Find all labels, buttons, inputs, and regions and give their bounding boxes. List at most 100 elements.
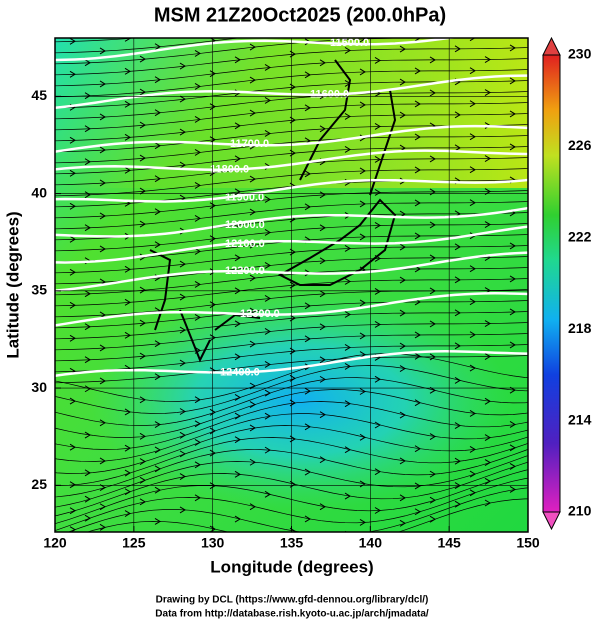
stream-arrow [124, 510, 131, 517]
colorbar-extend-bottom [542, 511, 561, 531]
stream-arrow [264, 295, 271, 302]
stream-arrow [234, 515, 241, 523]
stream-arrow [304, 71, 311, 79]
stream-arrow [154, 421, 161, 428]
x-tick-label: 150 [516, 535, 540, 551]
streamline [55, 300, 528, 329]
stream-arrow [429, 353, 436, 361]
stream-arrow [99, 457, 106, 465]
contour-line [55, 350, 528, 377]
stream-arrow [265, 539, 270, 545]
contour-line [55, 38, 458, 62]
stream-arrow [139, 121, 146, 129]
stream-arrow [374, 468, 381, 476]
streamline [55, 401, 528, 450]
stream-arrow [359, 233, 366, 241]
stream-arrow [429, 221, 436, 229]
stream-arrow [124, 488, 131, 496]
stream-arrow [509, 421, 516, 428]
x-tick-label: 120 [43, 535, 67, 551]
stream-arrow [454, 111, 461, 119]
stream-arrow [124, 133, 131, 141]
stream-arrow [124, 469, 131, 477]
stream-arrow [179, 473, 186, 480]
stream-arrow [455, 13, 460, 19]
stream-arrow [154, 175, 161, 183]
stream-arrow [374, 321, 381, 328]
stream-arrow [234, 394, 241, 401]
stream-arrow [84, 92, 91, 100]
stream-arrow [209, 301, 216, 309]
contour-label: 11700.0 [230, 138, 269, 150]
stream-arrow [124, 166, 131, 174]
stream-arrow [454, 45, 461, 53]
stream-arrow [454, 422, 461, 430]
footer-line: Drawing by DCL (https://www.gfd-dennou.o… [156, 595, 429, 606]
streamline [55, 449, 528, 498]
stream-arrow [264, 97, 271, 104]
stream-arrow [319, 411, 326, 419]
streamline [55, 102, 528, 131]
stream-arrow [264, 229, 271, 236]
contour-line [55, 124, 528, 153]
streamline [55, 190, 528, 219]
stream-arrow [179, 95, 186, 103]
stream-arrow [509, 110, 516, 118]
streamline [55, 201, 528, 230]
stream-arrow [124, 100, 131, 108]
stream-arrow [69, 268, 76, 276]
stream-arrow [139, 88, 146, 96]
stream-arrow [209, 482, 216, 490]
stream-arrow [399, 411, 406, 419]
stream-arrow [374, 222, 381, 229]
stream-arrow [414, 352, 421, 360]
stream-arrow [399, 519, 406, 527]
stream-arrow [399, 309, 406, 317]
stream-arrow [484, 155, 491, 162]
stream-arrow [179, 293, 186, 301]
stream-arrow [69, 481, 76, 489]
stream-arrow [454, 342, 461, 350]
stream-arrow [319, 375, 326, 383]
contour-line [55, 251, 528, 292]
stream-arrow [69, 202, 76, 210]
stream-arrow [194, 82, 201, 90]
stream-arrow [320, 544, 325, 550]
stream-arrow [359, 299, 366, 307]
stream-arrow [234, 122, 241, 130]
stream-arrow [209, 449, 216, 457]
streamline [55, 245, 528, 274]
stream-arrow [139, 319, 146, 327]
stream-arrow [154, 486, 161, 494]
stream-arrow [454, 276, 461, 284]
streamline [55, 344, 528, 373]
streamline [55, 38, 481, 65]
stream-arrow [180, 30, 185, 36]
stream-arrow [194, 420, 201, 428]
stream-arrow [414, 100, 421, 108]
stream-arrow [139, 55, 146, 63]
stream-arrow [414, 331, 421, 339]
streamline [55, 223, 528, 252]
stream-arrow [454, 500, 461, 508]
colorbar-tick-label: 210 [568, 503, 592, 519]
stream-arrow [304, 104, 311, 112]
stream-arrow [399, 457, 406, 465]
stream-arrow [374, 507, 381, 514]
stream-arrow [154, 241, 161, 249]
colorbar-tick-label: 226 [568, 137, 592, 153]
stream-arrow [194, 214, 201, 222]
stream-arrow [139, 187, 146, 195]
streamline [55, 58, 528, 87]
streamline [55, 146, 528, 175]
stream-arrow [469, 331, 476, 339]
stream-arrow [84, 191, 91, 199]
y-tick-label: 25 [31, 476, 47, 492]
contour-line [55, 206, 528, 238]
stream-arrow [304, 468, 311, 476]
stream-arrow [139, 498, 146, 506]
stream-arrow [99, 523, 106, 531]
colorbar-tick-label: 214 [568, 411, 592, 427]
stream-arrow [154, 518, 161, 525]
stream-arrow [234, 155, 241, 163]
